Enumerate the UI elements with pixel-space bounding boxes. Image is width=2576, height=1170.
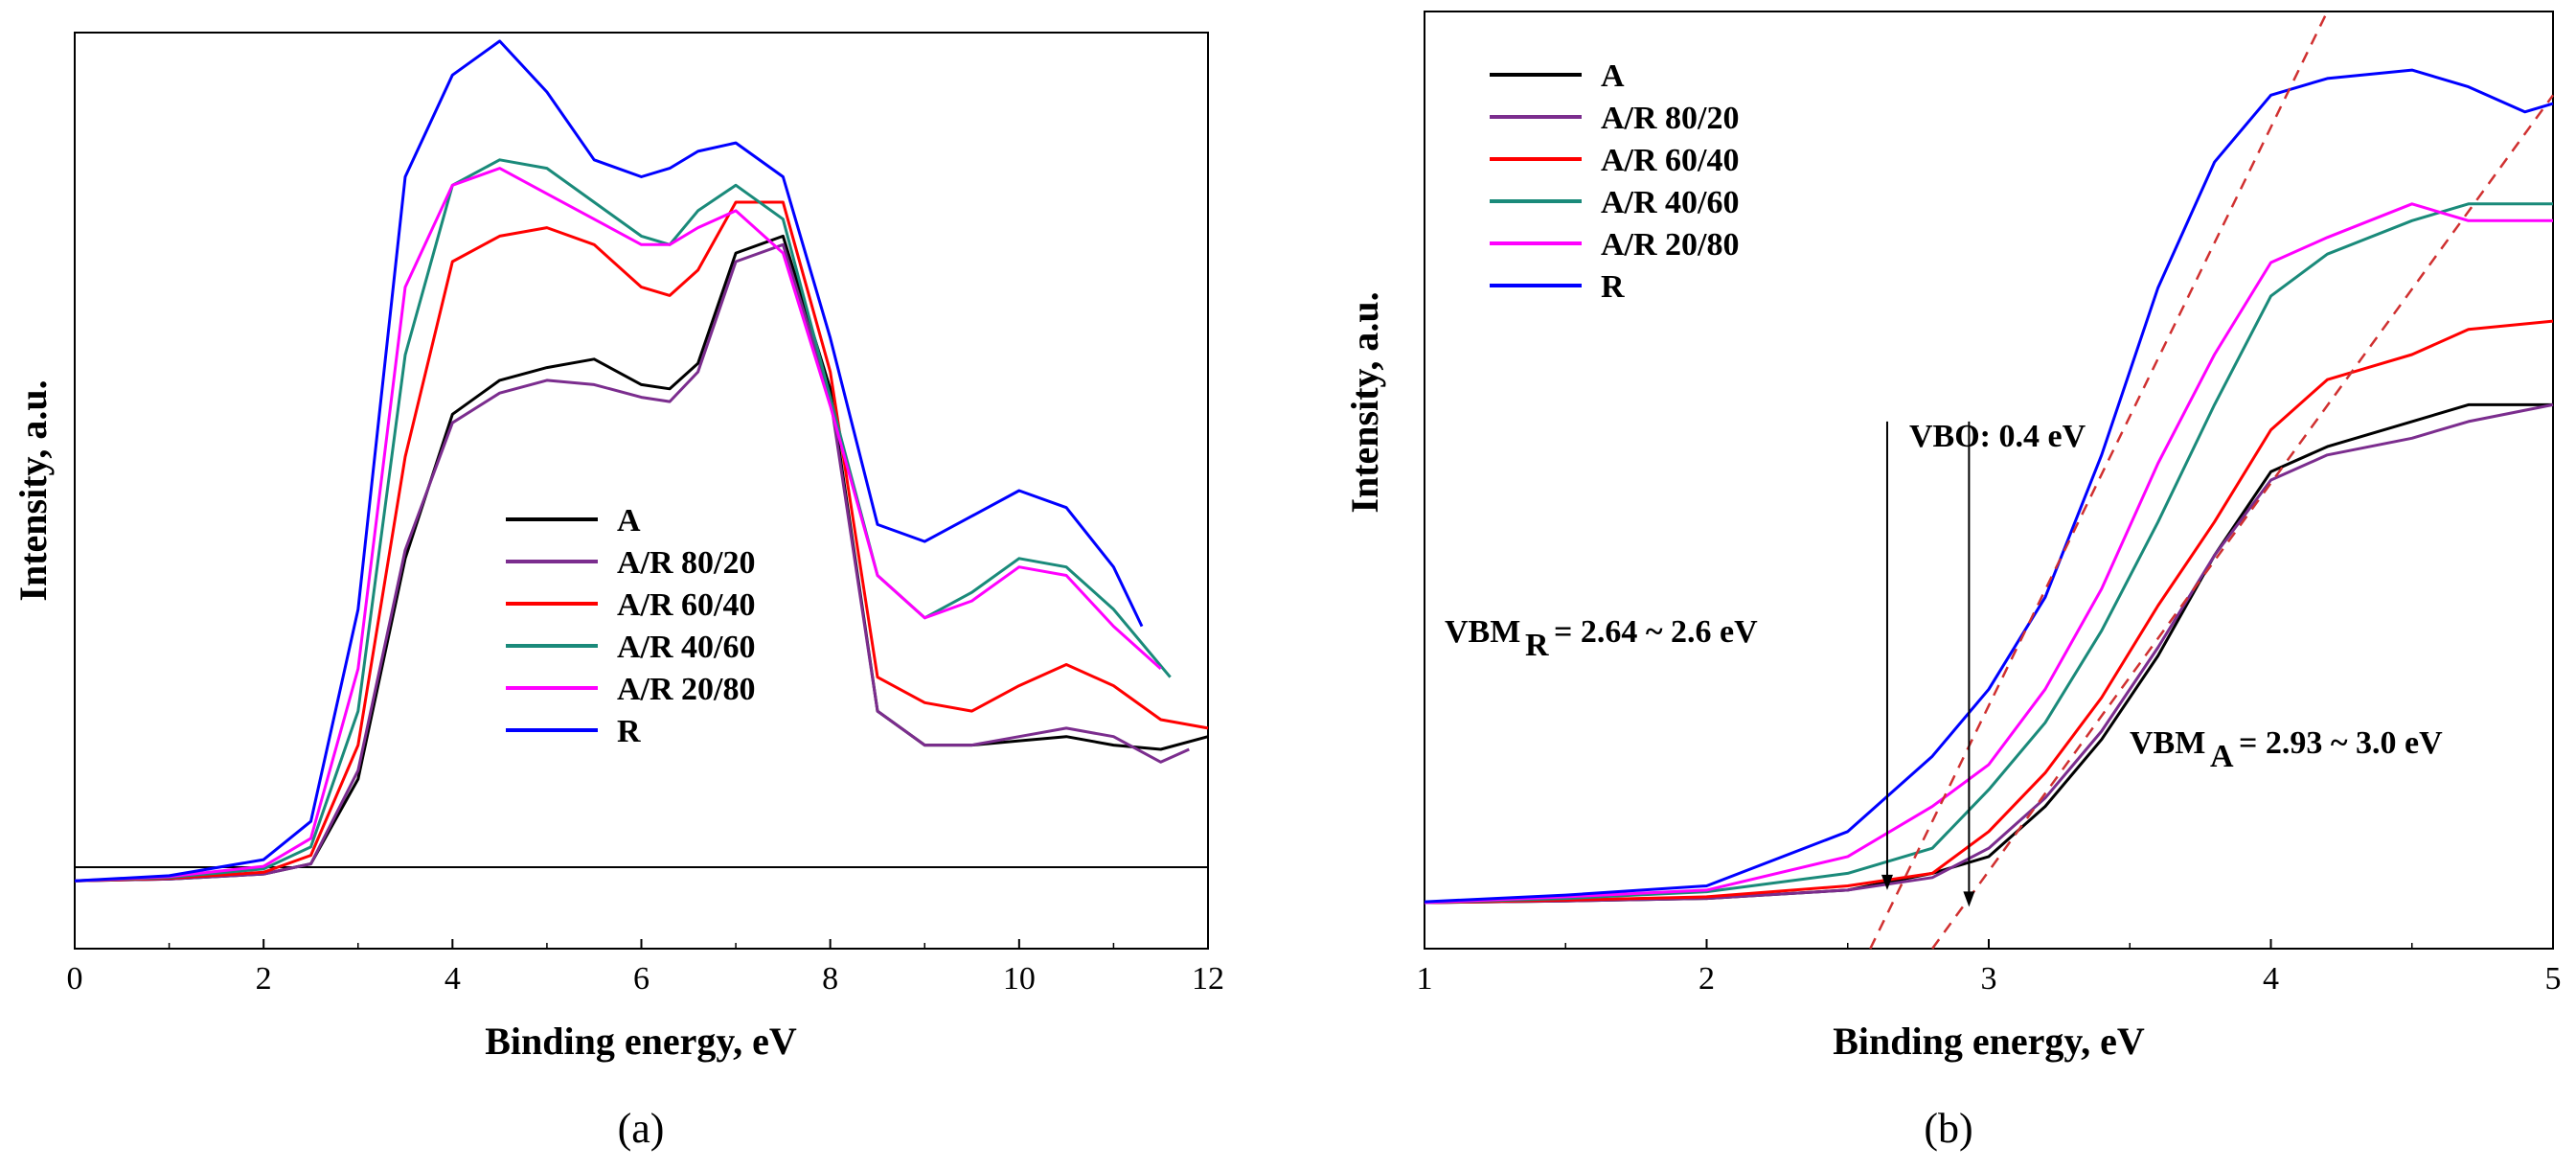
- series-b-a-r-60-40: [1424, 319, 2554, 905]
- fit-line-tangent-a: [1931, 94, 2555, 950]
- panel-label-b: (b): [1924, 1105, 1972, 1152]
- vbm-a-subscript: A: [2210, 739, 2234, 774]
- x-tick-label-b-1: 1: [1417, 961, 1433, 997]
- series-b-a-r-40-60: [1424, 202, 2553, 905]
- legend-label-a-a-r-80-20: A/R 80/20: [617, 545, 756, 581]
- fit-line-tangent-r: [1869, 11, 2329, 950]
- vbm-r-annotation: VBM R = 2.64 ~ 2.6 eV: [1445, 614, 1758, 663]
- panel-label-a: (a): [618, 1105, 665, 1152]
- legend-label-b-a-r-80-20: A/R 80/20: [1601, 101, 1740, 136]
- x-tick-label-a-0: 0: [67, 961, 83, 997]
- legend-b: A A/R 80/20 A/R 60/40 A/R 40/60 A/R 20/80 R: [1490, 58, 1740, 305]
- legend-label-b-a-r-60-40: A/R 60/40: [1601, 143, 1740, 178]
- y-axis-title-a: Intensity, a.u.: [11, 379, 55, 601]
- series-b: [1424, 68, 2554, 905]
- series-a-a-r-60-40: [74, 200, 1209, 883]
- arrow-head-vbm-r-arrow: [1881, 874, 1893, 890]
- x-tick-label-b-5: 5: [2545, 961, 2562, 997]
- series-a-a: [74, 234, 1209, 883]
- vbm-a-prefix: VBM: [2130, 725, 2205, 761]
- series-b-a-r-80-20: [1424, 402, 2554, 905]
- plot-area-a: [74, 32, 1209, 950]
- vbm-r-value: = 2.64 ~ 2.6 eV: [1554, 614, 1758, 650]
- x-tick-label-a-8: 8: [822, 961, 838, 997]
- series-a-a-r-20-80: [74, 167, 1162, 883]
- x-tick-label-b-4: 4: [2263, 961, 2279, 997]
- series-a: [74, 39, 1209, 883]
- legend-label-a-a-r-40-60: A/R 40/60: [617, 630, 756, 665]
- x-tick-label-a-2: 2: [256, 961, 272, 997]
- tangent-lines-b: [1869, 11, 2555, 950]
- series-b-a-r-20-80: [1424, 202, 2553, 905]
- vbm-r-prefix: VBM: [1445, 614, 1520, 650]
- vbm-r-subscript: R: [1525, 628, 1549, 663]
- series-a-r: [74, 39, 1144, 883]
- series-b-r: [1424, 68, 2554, 904]
- vbm-a-annotation: VBM A = 2.93 ~ 3.0 eV: [2130, 725, 2443, 774]
- legend-label-b-r: R: [1601, 269, 1625, 305]
- legend-label-a-a-r-60-40: A/R 60/40: [617, 587, 756, 623]
- y-axis-title-b: Intensity, a.u.: [1343, 291, 1386, 513]
- vbm-a-value: = 2.93 ~ 3.0 eV: [2239, 725, 2443, 761]
- x-tick-label-b-2: 2: [1698, 961, 1715, 997]
- legend-label-b-a: A: [1601, 58, 1625, 94]
- x-tick-label-a-10: 10: [1003, 961, 1036, 997]
- x-axis-title-a: Binding energy, eV: [485, 1020, 797, 1063]
- plot-area-b: [1424, 11, 2554, 950]
- vbo-annotation: VBO: 0.4 eV: [1909, 419, 2086, 454]
- legend-label-a-a: A: [617, 503, 641, 539]
- x-tick-label-a-6: 6: [633, 961, 650, 997]
- x-tick-label-b-3: 3: [1981, 961, 1997, 997]
- arrow-head-vbm-a-arrow: [1963, 891, 1975, 907]
- panel-a: 0 2 4 6 8 10 12 A A/R 80/20 A/R 60/40 A/R 40/60 A/…: [11, 32, 1224, 1152]
- vbm-arrows-b: [1881, 421, 1975, 907]
- legend-a: A A/R 80/20 A/R 60/40 A/R 40/60 A/R 20/80 R: [506, 503, 756, 749]
- x-tick-label-a-12: 12: [1192, 961, 1224, 997]
- x-ticks-a: 0 2 4 6 8 10 12: [67, 939, 1224, 997]
- legend-label-b-a-r-20-80: A/R 20/80: [1601, 227, 1740, 263]
- series-a-a-r-80-20: [74, 242, 1190, 883]
- panel-b: 1 2 3 4 5 A A/R 80/20 A/R 60/40 A/R 40/60 A/R 20…: [1343, 11, 2562, 1152]
- legend-label-a-r: R: [617, 714, 641, 749]
- legend-label-a-a-r-20-80: A/R 20/80: [617, 672, 756, 707]
- legend-label-b-a-r-40-60: A/R 40/60: [1601, 185, 1740, 220]
- x-axis-title-b: Binding energy, eV: [1833, 1020, 2145, 1063]
- series-b-a: [1424, 402, 2553, 905]
- x-tick-label-a-4: 4: [445, 961, 461, 997]
- x-ticks-b: 1 2 3 4 5: [1417, 939, 2562, 997]
